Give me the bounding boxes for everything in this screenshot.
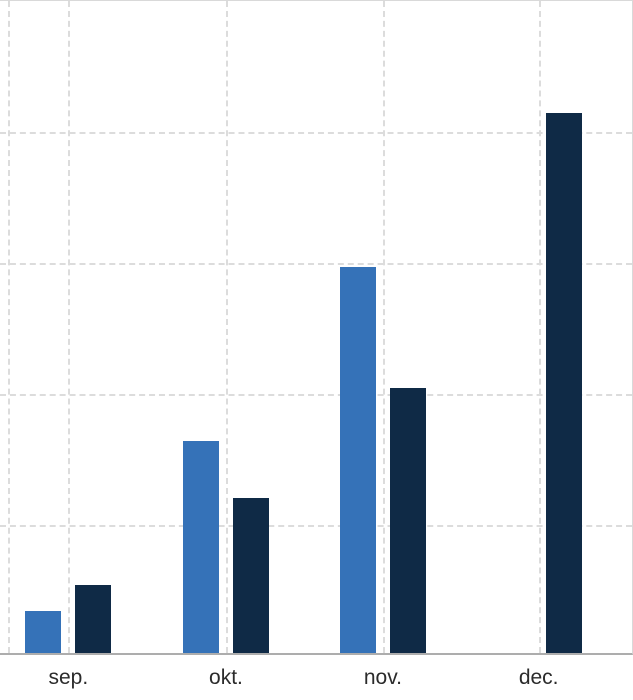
gridline-horizontal: [0, 394, 632, 396]
gridline-horizontal: [0, 132, 632, 134]
gridline-vertical: [383, 1, 385, 653]
gridline-horizontal: [0, 263, 632, 265]
plot-area: [0, 0, 633, 655]
bar-series-b: [75, 585, 111, 653]
bar-series-a: [340, 267, 376, 653]
gridline-vertical: [539, 1, 541, 653]
x-axis-label: sep.: [49, 666, 89, 690]
x-axis-label: dec.: [519, 666, 559, 690]
gridline-vertical: [8, 1, 10, 653]
bar-series-a: [25, 611, 61, 653]
x-axis-label: okt.: [209, 666, 243, 690]
x-axis-label: nov.: [364, 666, 402, 690]
gridline-vertical: [68, 1, 70, 653]
x-axis: sep. okt. nov. dec.: [0, 660, 633, 700]
gridline-vertical: [226, 1, 228, 653]
bar-series-b: [233, 498, 269, 653]
bar-series-a: [183, 441, 219, 653]
gridline-horizontal: [0, 525, 632, 527]
bar-series-b: [390, 388, 426, 653]
bar-chart: sep. okt. nov. dec.: [0, 0, 633, 700]
bar-series-b: [546, 113, 582, 653]
